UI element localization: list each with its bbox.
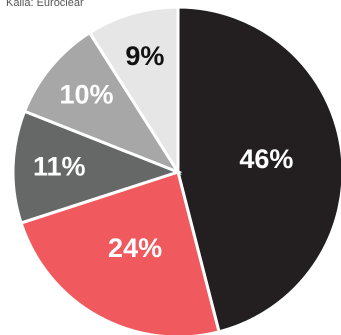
pie-slice bbox=[11, 109, 183, 225]
value-label: 46% bbox=[239, 144, 293, 174]
pie-slice bbox=[19, 170, 221, 335]
source: Källa: Euroclear bbox=[6, 0, 84, 9]
pie-slice bbox=[22, 30, 182, 176]
value-label: 9% bbox=[125, 41, 164, 71]
pie-slice bbox=[87, 5, 180, 178]
value-label: 11% bbox=[33, 151, 86, 181]
value-label: 24% bbox=[108, 233, 162, 263]
pie-slice bbox=[176, 5, 341, 334]
value-label: 10% bbox=[59, 79, 113, 109]
